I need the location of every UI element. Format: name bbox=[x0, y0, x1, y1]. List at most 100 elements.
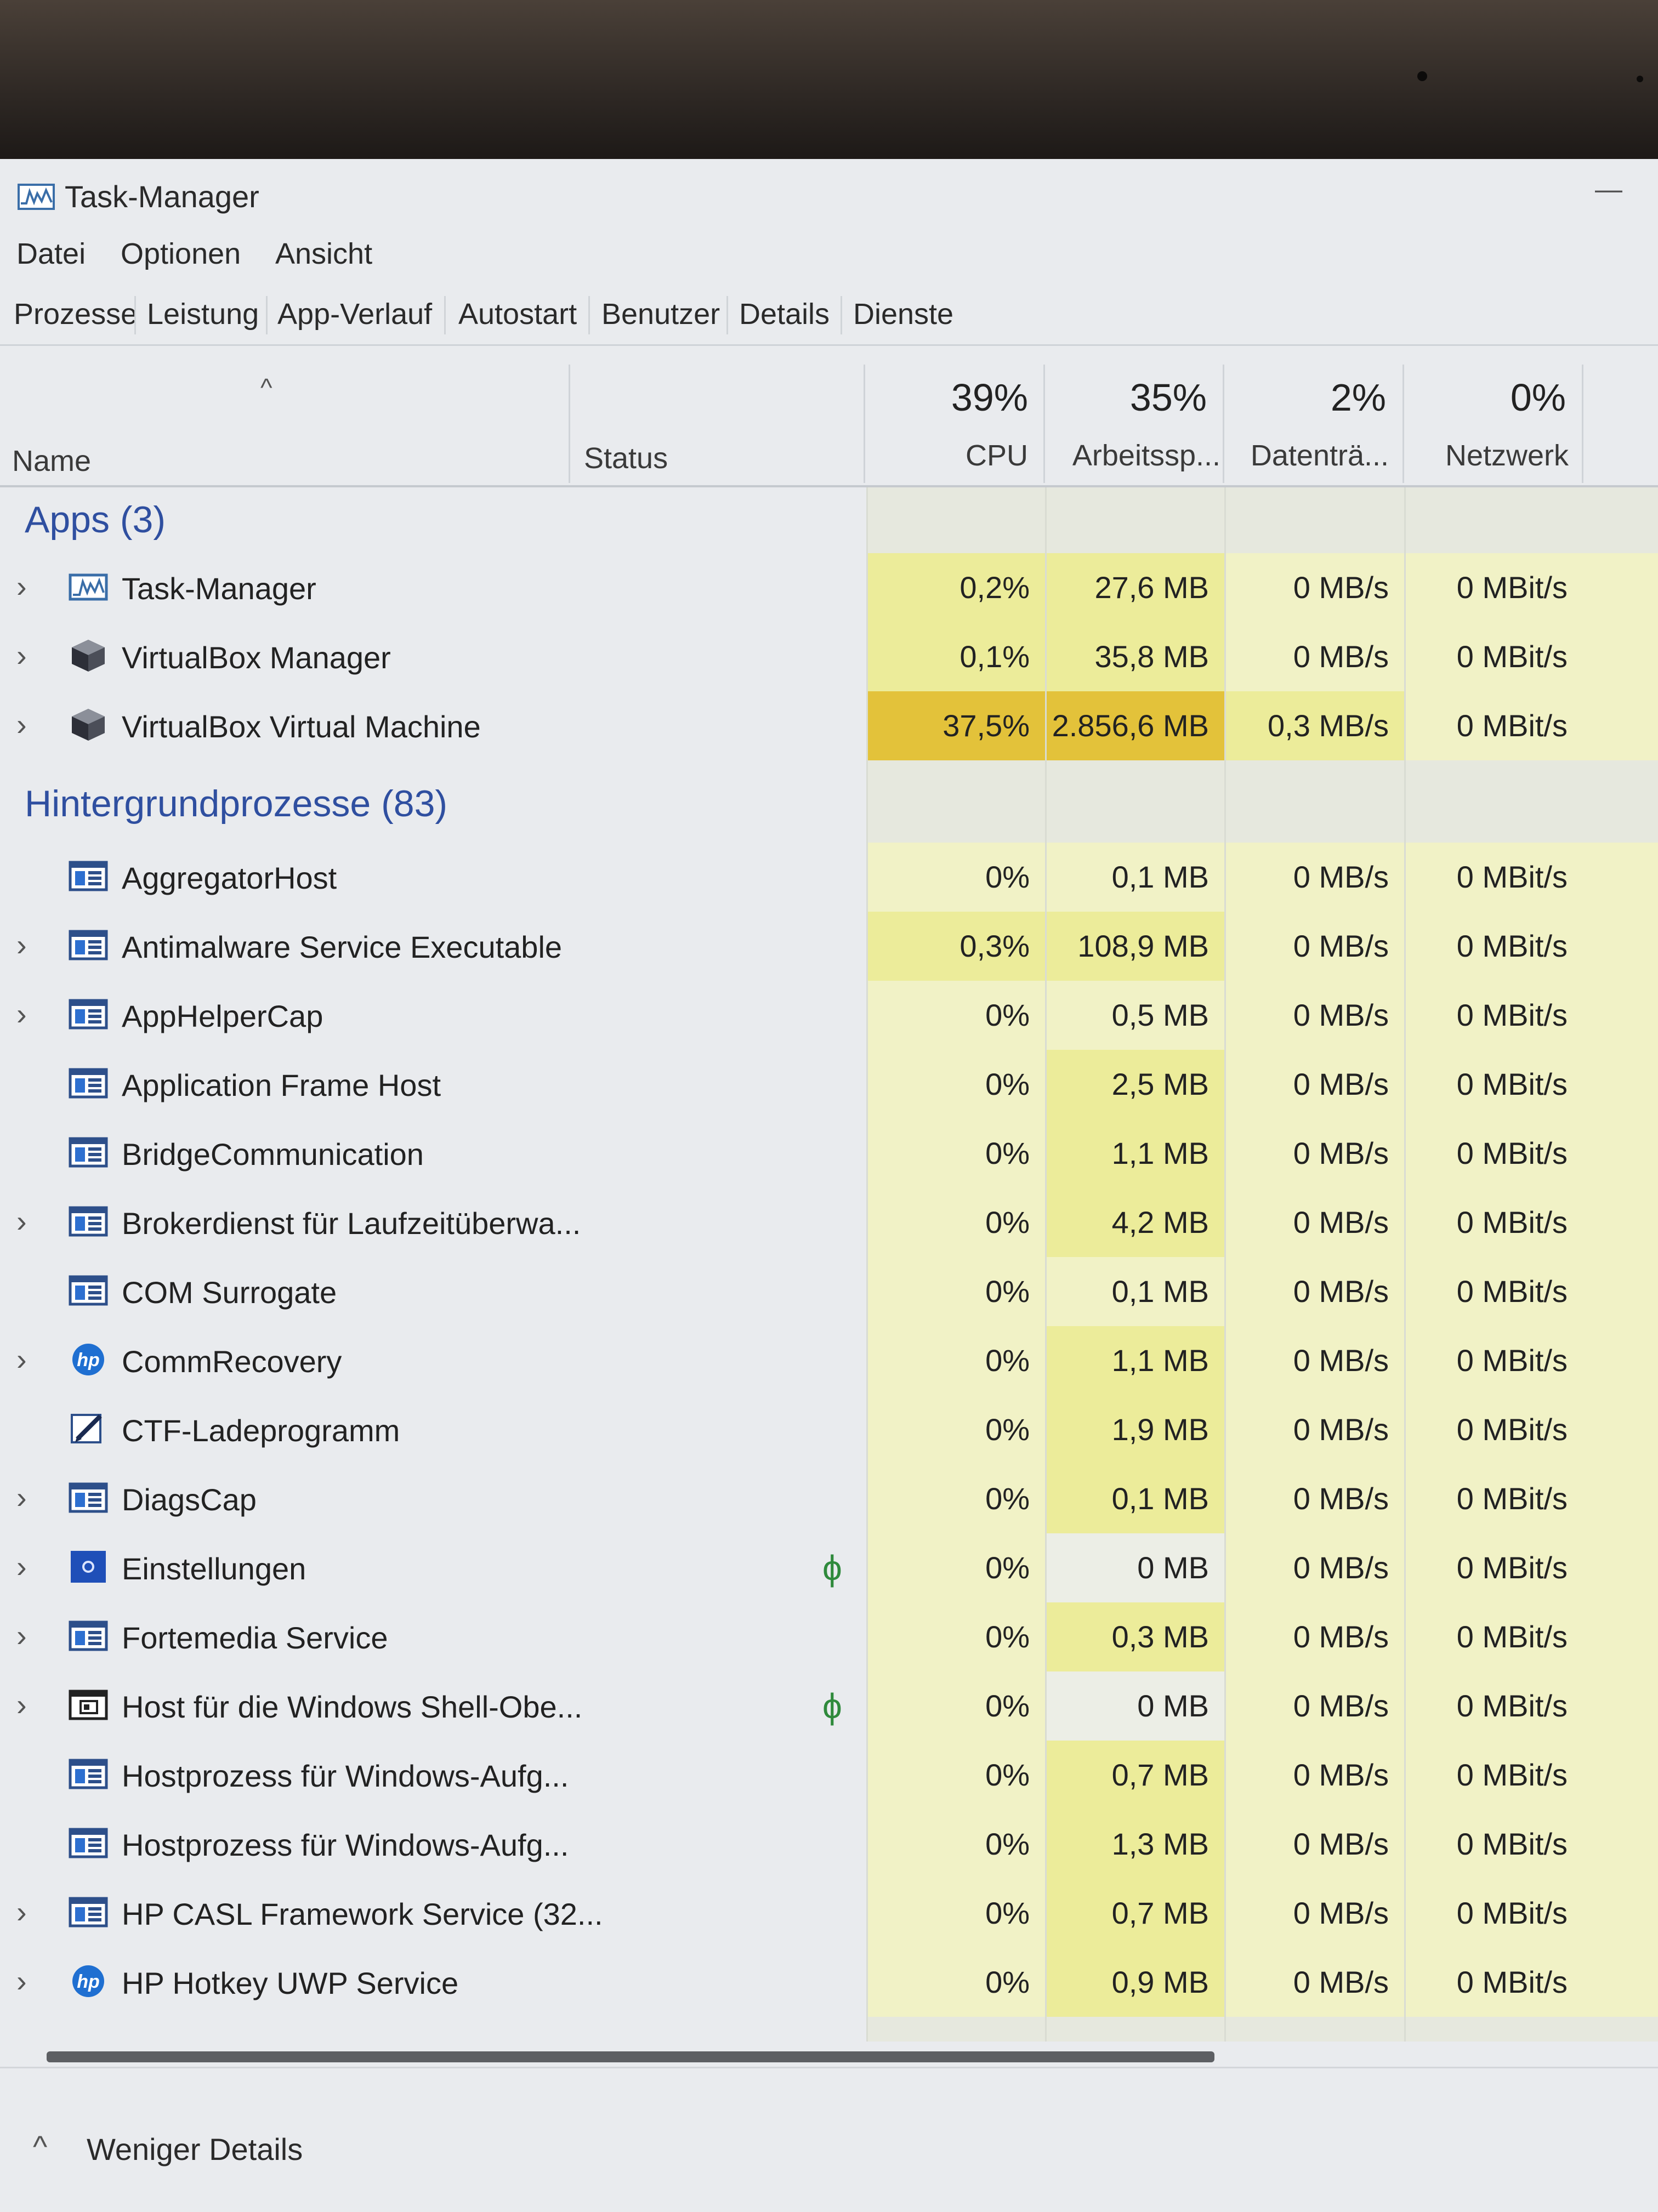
cell-disk: 0 MB/s bbox=[1224, 1326, 1404, 1395]
cell-disk: 0 MB/s bbox=[1224, 1533, 1404, 1602]
process-row[interactable]: 0% 4,2 MB 0 MB/s 0 MBit/s › Brokerdienst für … bbox=[0, 1188, 1658, 1257]
chevron-right-icon[interactable]: › bbox=[16, 928, 27, 962]
process-row[interactable]: 0% 0,1 MB 0 MB/s 0 MBit/s AggregatorHost bbox=[0, 843, 1658, 912]
tab-autostart[interactable]: Autostart bbox=[458, 298, 577, 331]
chevron-right-icon[interactable]: › bbox=[16, 569, 27, 604]
process-row[interactable]: 0% 0,1 MB 0 MB/s 0 MBit/s › DiagsCap bbox=[0, 1464, 1658, 1533]
column-network[interactable]: Netzwerk bbox=[1445, 439, 1569, 472]
window-process-icon bbox=[69, 1066, 108, 1100]
cell-net: 0 MBit/s bbox=[1404, 553, 1583, 622]
process-row[interactable]: 0% 0,7 MB 0 MB/s 0 MBit/s Hostprozess für Wi… bbox=[0, 1741, 1658, 1810]
process-name: VirtualBox Manager bbox=[122, 640, 391, 675]
cell-net: 0 MBit/s bbox=[1404, 1741, 1583, 1810]
window-process-icon bbox=[69, 1619, 108, 1653]
chevron-right-icon[interactable]: › bbox=[16, 1618, 27, 1653]
chevron-right-icon[interactable]: › bbox=[16, 707, 27, 742]
cell-net: 0 MBit/s bbox=[1404, 1464, 1583, 1533]
process-row[interactable]: 0% 2,5 MB 0 MB/s 0 MBit/s Application Frame … bbox=[0, 1050, 1658, 1119]
cell-cpu: 0% bbox=[866, 1879, 1045, 1948]
cell-mem: 35,8 MB bbox=[1045, 622, 1224, 691]
cell-padding bbox=[1583, 1879, 1658, 1948]
process-row[interactable]: 0% 1,1 MB 0 MB/s 0 MBit/s › hp CommRecovery bbox=[0, 1326, 1658, 1395]
column-header: ^ Name Status 39% CPU 35% Arbeitssp... 2… bbox=[0, 348, 1658, 487]
chevron-right-icon[interactable]: › bbox=[16, 1342, 27, 1377]
cell-cpu: 0% bbox=[866, 1326, 1045, 1395]
process-name: Host für die Windows Shell-Obe... bbox=[122, 1690, 583, 1724]
process-row[interactable]: 0% 0,5 MB 0 MB/s 0 MBit/s › AppHelperCap bbox=[0, 981, 1658, 1050]
cell-cpu: 0% bbox=[866, 1671, 1045, 1741]
cell-mem: 0,1 MB bbox=[1045, 1464, 1224, 1533]
process-row[interactable]: 0,2% 27,6 MB 0 MB/s 0 MBit/s › Task-Manager bbox=[0, 553, 1658, 622]
cell-cpu: 0% bbox=[866, 1395, 1045, 1464]
cell-disk: 0 MB/s bbox=[1224, 1188, 1404, 1257]
chevron-right-icon[interactable]: › bbox=[16, 1687, 27, 1722]
cell-mem: 0,3 MB bbox=[1045, 1602, 1224, 1671]
window-process-icon bbox=[69, 1757, 108, 1791]
process-row[interactable]: 0,3% 108,9 MB 0 MB/s 0 MBit/s › Antimalware S… bbox=[0, 912, 1658, 981]
camera-dot bbox=[1417, 71, 1427, 81]
group-title-apps[interactable]: Apps (3) bbox=[25, 499, 166, 541]
chevron-up-icon[interactable]: ^ bbox=[33, 2129, 48, 2164]
process-name: Hostprozess für Windows-Aufg... bbox=[122, 1828, 569, 1862]
tab-details[interactable]: Details bbox=[739, 298, 830, 331]
menu-optionen[interactable]: Optionen bbox=[121, 237, 241, 270]
cell-padding bbox=[1583, 622, 1658, 691]
process-row[interactable]: 0% 1,9 MB 0 MB/s 0 MBit/s CTF-Ladeprogramm bbox=[0, 1395, 1658, 1464]
chevron-right-icon[interactable]: › bbox=[16, 1204, 27, 1238]
pen-edit-icon bbox=[69, 1412, 108, 1446]
process-row[interactable]: 0% 0,1 MB 0 MB/s 0 MBit/s COM Surrogate bbox=[0, 1257, 1658, 1326]
cell-disk: 0 MB/s bbox=[1224, 1257, 1404, 1326]
process-name: Einstellungen bbox=[122, 1551, 306, 1586]
cell-net: 0 MBit/s bbox=[1404, 1671, 1583, 1741]
menu-datei[interactable]: Datei bbox=[16, 237, 86, 270]
horizontal-scrollbar[interactable] bbox=[47, 2051, 1214, 2062]
process-row[interactable]: 37,5% 2.856,6 MB 0,3 MB/s 0 MBit/s › VirtualB… bbox=[0, 691, 1658, 760]
menu-ansicht[interactable]: Ansicht bbox=[275, 237, 373, 270]
chevron-right-icon[interactable]: › bbox=[16, 1964, 27, 1998]
process-row[interactable]: 0% 0 MB 0 MB/s 0 MBit/s › Host für die Window… bbox=[0, 1671, 1658, 1741]
cell-mem: 0 MB bbox=[1045, 1533, 1224, 1602]
minimize-button[interactable]: — bbox=[1595, 174, 1622, 204]
cell-net: 0 MBit/s bbox=[1404, 1188, 1583, 1257]
group-title-background[interactable]: Hintergrundprozesse (83) bbox=[25, 783, 448, 824]
process-row[interactable]: 0% 0,3 MB 0 MB/s 0 MBit/s › Fortemedia Servic… bbox=[0, 1602, 1658, 1671]
column-name[interactable]: Name bbox=[12, 445, 92, 477]
cell-disk: 0 MB/s bbox=[1224, 1119, 1404, 1188]
chevron-right-icon[interactable]: › bbox=[16, 1895, 27, 1929]
tab-benutzer[interactable]: Benutzer bbox=[601, 298, 720, 331]
process-name: BridgeCommunication bbox=[122, 1137, 424, 1172]
process-row[interactable]: 0% 0 MB 0 MB/s 0 MBit/s › Einstellungen ϕ bbox=[0, 1533, 1658, 1602]
chevron-right-icon[interactable]: › bbox=[16, 638, 27, 673]
process-row[interactable]: 0% 0,9 MB 0 MB/s 0 MBit/s › hp HP Hotkey UWP S… bbox=[0, 1948, 1658, 2017]
cell-cpu: 0% bbox=[866, 1810, 1045, 1879]
process-row[interactable]: 0% 1,3 MB 0 MB/s 0 MBit/s Hostprozess für Wi… bbox=[0, 1810, 1658, 1879]
tab-dienste[interactable]: Dienste bbox=[853, 298, 954, 331]
column-memory[interactable]: Arbeitssp... bbox=[1072, 439, 1220, 472]
process-row[interactable]: 0% 0,7 MB 0 MB/s 0 MBit/s › HP CASL Framework… bbox=[0, 1879, 1658, 1948]
chevron-right-icon[interactable]: › bbox=[16, 1549, 27, 1584]
tab-prozesse[interactable]: Prozesse bbox=[0, 284, 137, 344]
process-row[interactable]: 0% 1,1 MB 0 MB/s 0 MBit/s BridgeCommunicatio… bbox=[0, 1119, 1658, 1188]
column-disk[interactable]: Datenträ... bbox=[1250, 439, 1389, 472]
cell-cpu: 0% bbox=[866, 1602, 1045, 1671]
process-name: VirtualBox Virtual Machine bbox=[122, 709, 481, 744]
sort-ascending-icon[interactable]: ^ bbox=[260, 373, 272, 402]
column-cpu[interactable]: CPU bbox=[965, 439, 1028, 472]
tab-leistung[interactable]: Leistung bbox=[147, 298, 259, 331]
column-status[interactable]: Status bbox=[584, 442, 668, 475]
tab-app-verlauf[interactable]: App-Verlauf bbox=[277, 298, 433, 331]
fewer-details-button[interactable]: Weniger Details bbox=[87, 2132, 303, 2166]
cell-net: 0 MBit/s bbox=[1404, 622, 1583, 691]
cell-net: 0 MBit/s bbox=[1404, 1257, 1583, 1326]
chevron-right-icon[interactable]: › bbox=[16, 997, 27, 1031]
cell-net: 0 MBit/s bbox=[1404, 1810, 1583, 1879]
cell-padding bbox=[1583, 691, 1658, 760]
cell-mem: 27,6 MB bbox=[1045, 553, 1224, 622]
svg-text:hp: hp bbox=[77, 1350, 100, 1371]
cell-cpu: 0% bbox=[866, 981, 1045, 1050]
cell-cpu: 0% bbox=[866, 1533, 1045, 1602]
task-manager-icon bbox=[69, 570, 108, 604]
process-row[interactable]: 0,1% 35,8 MB 0 MB/s 0 MBit/s › VirtualBox Man… bbox=[0, 622, 1658, 691]
chevron-right-icon[interactable]: › bbox=[16, 1480, 27, 1515]
cell-cpu: 0% bbox=[866, 1050, 1045, 1119]
